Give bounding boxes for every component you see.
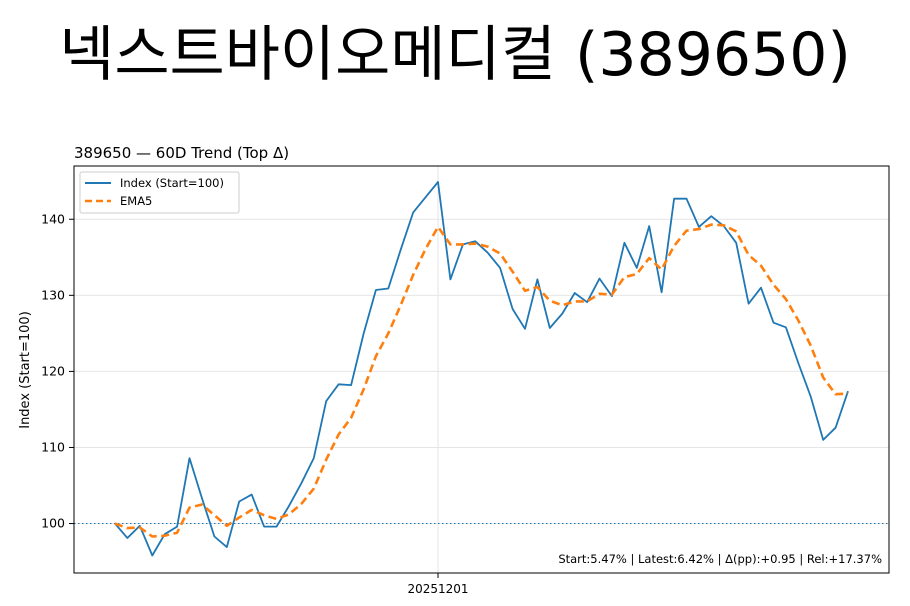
x-tick-label: 20251201 [407,582,468,596]
x-axis: 20251201 [407,573,469,596]
series-lines [114,181,849,557]
y-tick-label: 140 [41,211,65,226]
y-tick-label: 100 [41,516,65,531]
ema5-line [114,223,849,538]
grid [74,166,889,573]
legend-label-ema: EMA5 [120,194,152,208]
y-tick-label: 110 [41,439,65,454]
legend-box [79,171,240,214]
y-axis-label: Index (Start=100) [18,311,33,429]
chart-title: 389650 — 60D Trend (Top Δ) [74,144,289,162]
legend: Index (Start=100) EMA5 [79,171,240,214]
legend-label-index: Index (Start=100) [120,176,224,190]
stats-annotation: Start:5.47% | Latest:6.42% | Δ(pp):+0.95… [558,552,882,566]
plot-frame [73,165,890,574]
y-axis: 100 110 120 130 140 [41,211,74,531]
y-tick-label: 130 [41,287,65,302]
index-line [114,181,849,557]
page-title: 넥스트바이오메디컬 (389650) [59,20,851,90]
y-tick-label: 120 [41,363,65,378]
